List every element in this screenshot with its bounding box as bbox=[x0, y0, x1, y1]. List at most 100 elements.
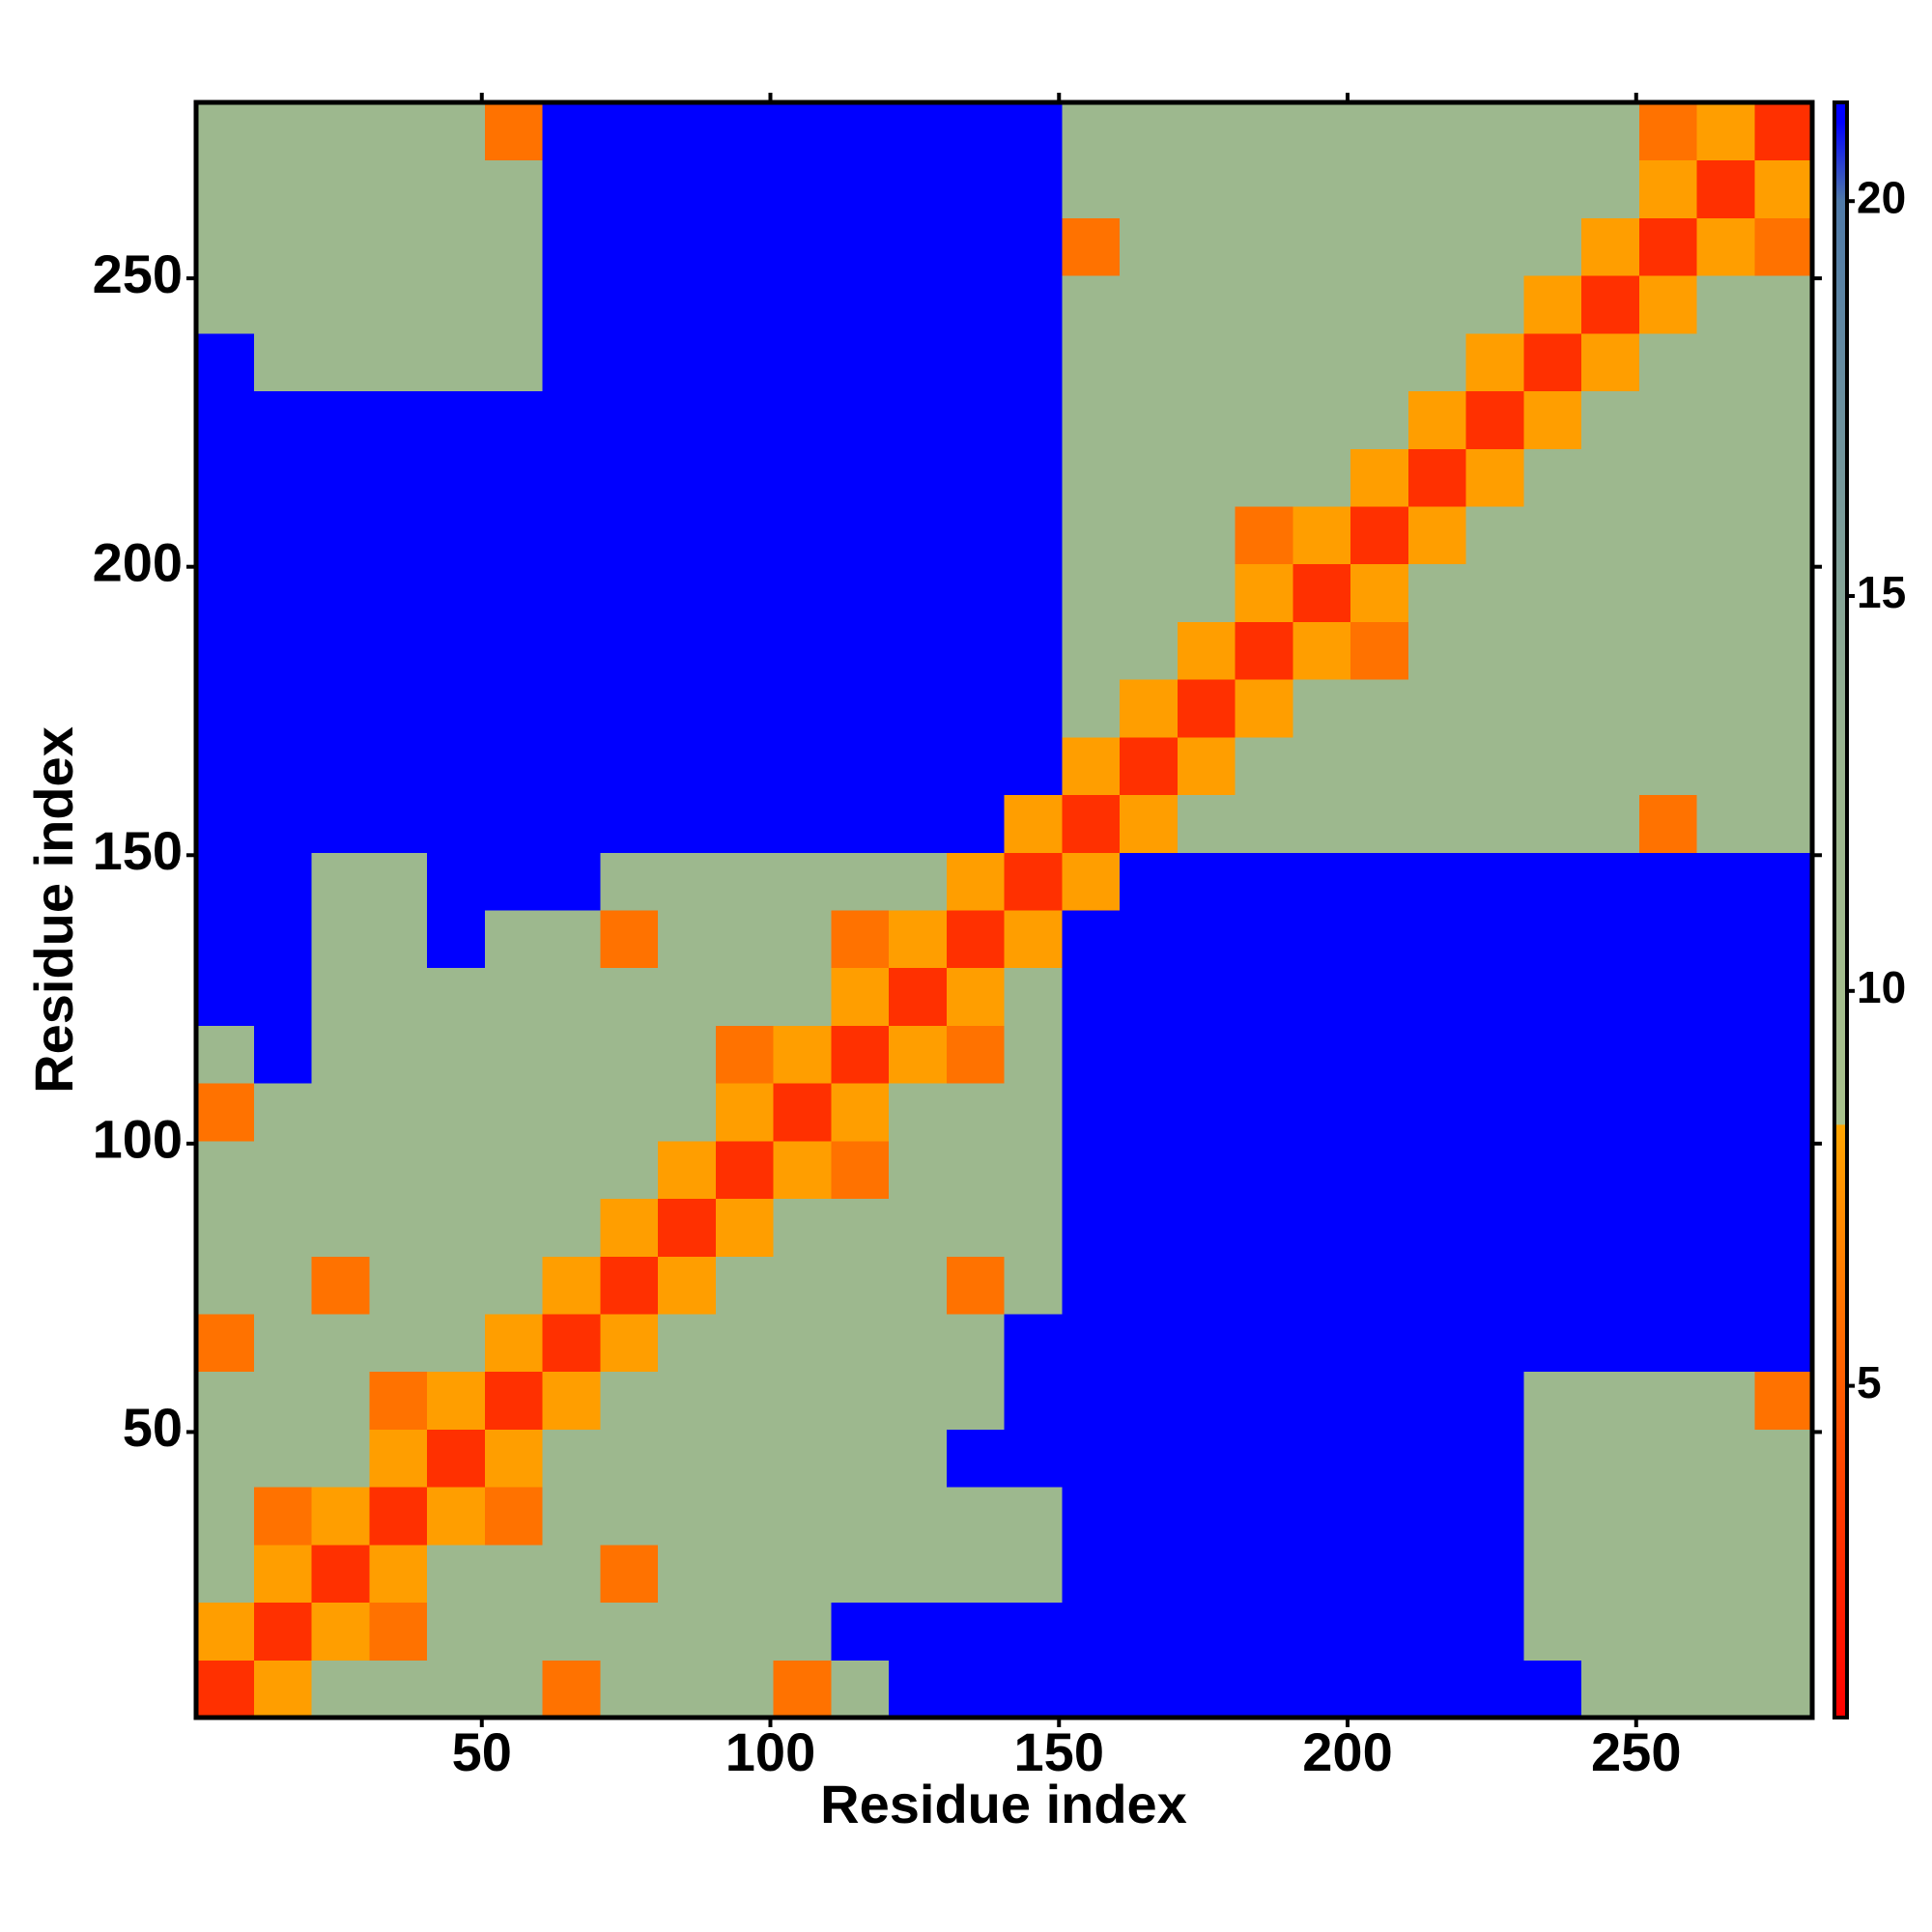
cell bbox=[1350, 563, 1409, 622]
cell bbox=[542, 1314, 601, 1373]
cell bbox=[1004, 102, 1063, 161]
cell bbox=[658, 102, 717, 161]
cell bbox=[1062, 621, 1121, 680]
cell bbox=[1004, 159, 1063, 218]
cell bbox=[196, 1025, 255, 1084]
cell bbox=[542, 102, 601, 161]
cell bbox=[773, 794, 832, 853]
y-axis-title: Residue index bbox=[23, 726, 84, 1094]
cell bbox=[773, 736, 832, 796]
cell bbox=[889, 563, 948, 622]
cell bbox=[1177, 1140, 1236, 1200]
cell bbox=[1523, 1371, 1582, 1430]
cell bbox=[1638, 506, 1697, 565]
cell bbox=[1638, 1544, 1697, 1604]
cell bbox=[1407, 563, 1466, 622]
cell bbox=[1177, 1660, 1236, 1719]
x-tick-label: 150 bbox=[1014, 1721, 1104, 1782]
cell bbox=[196, 794, 255, 853]
cell bbox=[1638, 332, 1697, 392]
cell bbox=[1350, 1660, 1409, 1719]
cell bbox=[1350, 217, 1409, 276]
cell bbox=[369, 332, 428, 392]
cell bbox=[1062, 1140, 1121, 1200]
cell bbox=[889, 1544, 948, 1604]
cell bbox=[1407, 448, 1466, 507]
cell bbox=[889, 794, 948, 853]
colorbar-tick-label: 5 bbox=[1857, 1357, 1882, 1407]
cell bbox=[311, 506, 370, 565]
cell bbox=[889, 1660, 948, 1719]
cell bbox=[831, 794, 890, 853]
cell bbox=[1235, 1083, 1293, 1142]
cell bbox=[889, 1487, 948, 1546]
cell bbox=[773, 217, 832, 276]
cell bbox=[1004, 1140, 1063, 1200]
cell bbox=[1581, 275, 1640, 334]
cell bbox=[831, 217, 890, 276]
cell bbox=[1407, 1487, 1466, 1546]
cell bbox=[1120, 1660, 1179, 1719]
cell bbox=[1235, 1429, 1293, 1488]
cell bbox=[1523, 621, 1582, 680]
cell bbox=[1350, 275, 1409, 334]
cell bbox=[1696, 1025, 1755, 1084]
cell bbox=[1235, 563, 1293, 622]
cell bbox=[889, 102, 948, 161]
cell bbox=[1465, 102, 1524, 161]
x-tick-label: 50 bbox=[452, 1721, 512, 1782]
cell bbox=[484, 448, 543, 507]
cell bbox=[600, 1429, 659, 1488]
cell bbox=[773, 275, 832, 334]
cell bbox=[773, 390, 832, 449]
cell bbox=[311, 1371, 370, 1430]
cell bbox=[773, 332, 832, 392]
cell bbox=[1523, 1314, 1582, 1373]
cell bbox=[1177, 794, 1236, 853]
cell bbox=[1638, 1140, 1697, 1200]
cell bbox=[1523, 1025, 1582, 1084]
cell bbox=[1638, 1371, 1697, 1430]
cell bbox=[1177, 852, 1236, 911]
cell bbox=[889, 217, 948, 276]
cell bbox=[1120, 1198, 1179, 1257]
cell bbox=[1696, 390, 1755, 449]
cell bbox=[484, 1487, 543, 1546]
cell bbox=[831, 736, 890, 796]
cell bbox=[311, 1198, 370, 1257]
cell bbox=[658, 159, 717, 218]
cell bbox=[773, 1429, 832, 1488]
cell bbox=[1235, 736, 1293, 796]
y-tick-label: 250 bbox=[93, 243, 183, 304]
cell bbox=[1523, 1083, 1582, 1142]
cell bbox=[1004, 1314, 1063, 1373]
cell bbox=[946, 332, 1005, 392]
cell bbox=[1407, 332, 1466, 392]
cell bbox=[1004, 1660, 1063, 1719]
cell bbox=[1407, 736, 1466, 796]
cell bbox=[715, 794, 774, 853]
cell bbox=[1235, 967, 1293, 1026]
cell bbox=[542, 1660, 601, 1719]
cell bbox=[1523, 1140, 1582, 1200]
cell bbox=[946, 794, 1005, 853]
cell bbox=[1465, 448, 1524, 507]
cell bbox=[946, 217, 1005, 276]
cell bbox=[1465, 1487, 1524, 1546]
cell bbox=[600, 390, 659, 449]
cell bbox=[369, 102, 428, 161]
cell bbox=[311, 1083, 370, 1142]
cell bbox=[1754, 1198, 1813, 1257]
cell bbox=[946, 1083, 1005, 1142]
cell bbox=[542, 275, 601, 334]
cell bbox=[1465, 1429, 1524, 1488]
cell bbox=[1177, 910, 1236, 969]
cell bbox=[1293, 448, 1351, 507]
cell bbox=[1638, 1602, 1697, 1661]
cell bbox=[1465, 910, 1524, 969]
cell bbox=[1407, 1198, 1466, 1257]
cell bbox=[196, 1602, 255, 1661]
cell bbox=[1581, 1083, 1640, 1142]
cell bbox=[1696, 1083, 1755, 1142]
cell bbox=[1293, 563, 1351, 622]
